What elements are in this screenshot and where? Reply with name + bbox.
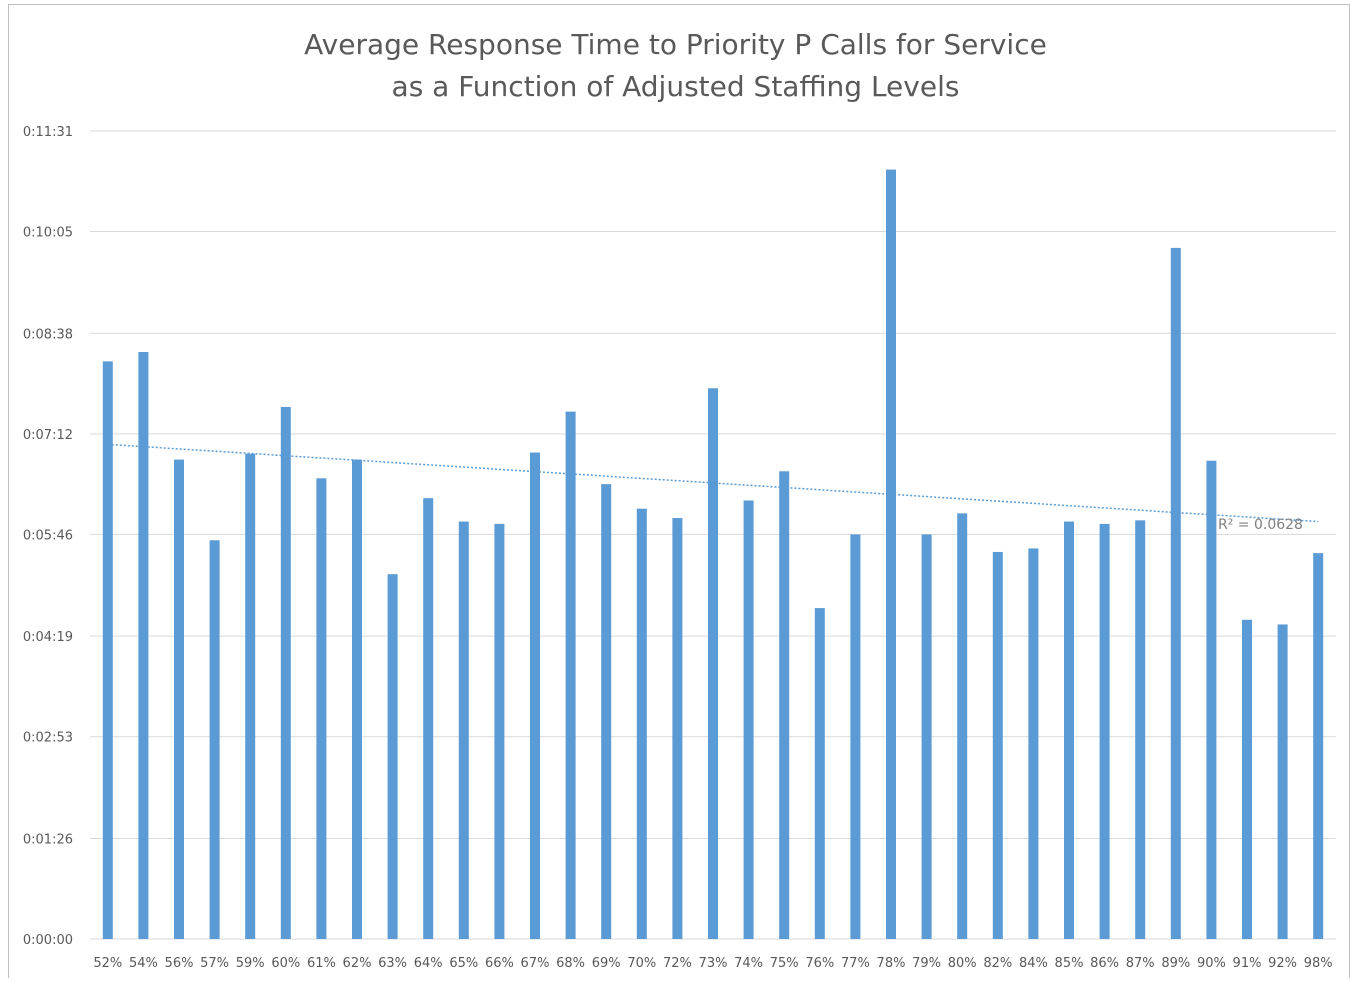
bar bbox=[102, 361, 113, 939]
x-tick-label: 98% bbox=[1304, 956, 1333, 971]
x-tick-label: 89% bbox=[1161, 956, 1190, 971]
x-tick-label: 62% bbox=[343, 956, 372, 971]
bar bbox=[850, 534, 861, 939]
x-tick-label: 56% bbox=[165, 956, 194, 971]
x-tick-label: 91% bbox=[1233, 956, 1262, 971]
y-tick-label: 0:08:38 bbox=[23, 327, 73, 342]
y-tick-label: 0:05:46 bbox=[23, 528, 73, 543]
x-tick-label: 77% bbox=[841, 956, 870, 971]
bar bbox=[743, 500, 754, 939]
x-tick-label: 60% bbox=[271, 956, 300, 971]
bar bbox=[494, 523, 505, 939]
y-tick-label: 0:02:53 bbox=[23, 731, 73, 746]
x-tick-label: 61% bbox=[307, 956, 336, 971]
y-tick-label: 0:01:26 bbox=[23, 832, 73, 847]
x-tick-label: 85% bbox=[1055, 956, 1084, 971]
bar bbox=[921, 534, 932, 939]
x-tick-label: 84% bbox=[1019, 956, 1048, 971]
bar bbox=[957, 513, 968, 939]
bar bbox=[280, 406, 291, 939]
bar bbox=[565, 411, 576, 940]
y-axis-tick-labels: 0:00:00 0:01:26 0:02:53 0:04:19 0:05:46 0:07:… bbox=[23, 125, 73, 948]
bars bbox=[102, 169, 1324, 940]
x-tick-label: 90% bbox=[1197, 956, 1226, 971]
x-tick-label: 76% bbox=[805, 956, 834, 971]
x-tick-label: 59% bbox=[236, 956, 265, 971]
bar bbox=[1206, 460, 1217, 939]
x-tick-label: 57% bbox=[200, 956, 229, 971]
trendline-group: R² = 0.0628 bbox=[107, 443, 1319, 533]
x-tick-label: 87% bbox=[1126, 956, 1155, 971]
chart-title: Average Response Time to Priority P Call… bbox=[0, 24, 1351, 108]
bar bbox=[316, 478, 327, 939]
bar bbox=[245, 453, 256, 939]
x-tick-label: 54% bbox=[129, 956, 158, 971]
y-tick-label: 0:10:05 bbox=[23, 226, 73, 241]
x-tick-label: 82% bbox=[983, 956, 1012, 971]
x-tick-label: 72% bbox=[663, 956, 692, 971]
x-tick-label: 68% bbox=[556, 956, 585, 971]
y-tick-label: 0:00:00 bbox=[23, 933, 73, 948]
x-tick-label: 79% bbox=[912, 956, 941, 971]
bar bbox=[209, 540, 220, 939]
y-tick-label: 0:04:19 bbox=[23, 630, 73, 645]
bar bbox=[458, 521, 469, 939]
bar bbox=[1277, 624, 1288, 939]
bar bbox=[1242, 619, 1252, 939]
bar bbox=[601, 484, 612, 939]
x-tick-label: 63% bbox=[378, 956, 407, 971]
x-tick-label: 64% bbox=[414, 956, 443, 971]
x-tick-label: 69% bbox=[592, 956, 621, 971]
r-squared-label: R² = 0.0628 bbox=[1218, 517, 1303, 533]
x-tick-label: 52% bbox=[93, 956, 122, 971]
bar bbox=[814, 608, 825, 939]
x-tick-label: 70% bbox=[627, 956, 656, 971]
bar bbox=[530, 452, 540, 939]
bar bbox=[636, 508, 647, 939]
x-tick-label: 80% bbox=[948, 956, 977, 971]
x-axis-tick-labels: 52% 54% 56% 57% 59% 60% 61% 62% 63% 64% 65% 66% 67% 6… bbox=[93, 956, 1332, 971]
x-tick-label: 78% bbox=[877, 956, 906, 971]
x-tick-label: 86% bbox=[1090, 956, 1119, 971]
bar bbox=[174, 459, 184, 939]
bar bbox=[708, 388, 718, 939]
y-tick-label: 0:07:12 bbox=[23, 428, 73, 443]
x-tick-label: 67% bbox=[521, 956, 550, 971]
bar bbox=[138, 352, 149, 939]
y-tick-label: 0:11:31 bbox=[23, 125, 73, 140]
bar bbox=[1064, 521, 1074, 939]
bar bbox=[779, 471, 790, 939]
bar bbox=[423, 498, 434, 939]
x-tick-label: 75% bbox=[770, 956, 799, 971]
bar bbox=[1170, 247, 1181, 939]
x-tick-label: 66% bbox=[485, 956, 514, 971]
bar bbox=[1135, 520, 1146, 939]
bar bbox=[672, 518, 683, 939]
chart-title-line-1: Average Response Time to Priority P Call… bbox=[304, 28, 1047, 61]
bar bbox=[992, 551, 1003, 939]
x-tick-label: 65% bbox=[449, 956, 478, 971]
bar bbox=[387, 574, 398, 939]
x-tick-label: 74% bbox=[734, 956, 763, 971]
chart-title-line-2: as a Function of Adjusted Staffing Level… bbox=[391, 70, 960, 103]
bar bbox=[1313, 553, 1324, 939]
bar bbox=[352, 459, 362, 939]
bar bbox=[1099, 523, 1110, 939]
x-tick-label: 73% bbox=[699, 956, 728, 971]
x-tick-label: 92% bbox=[1268, 956, 1297, 971]
bar bbox=[886, 169, 896, 940]
bar bbox=[1028, 548, 1039, 939]
